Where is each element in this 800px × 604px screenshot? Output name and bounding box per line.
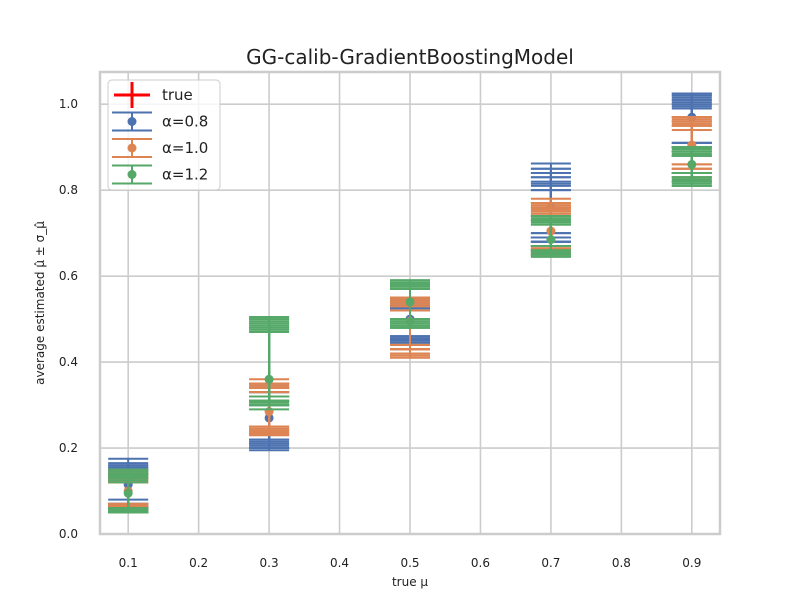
y-tick-label: 0.0 (59, 527, 78, 541)
y-tick-label: 1.0 (59, 97, 78, 111)
x-axis-label: true μ (392, 575, 428, 589)
plot-data (108, 92, 712, 514)
legend-label: α=0.8 (162, 113, 208, 131)
y-tick-label: 0.4 (59, 355, 78, 369)
x-tick-label: 0.7 (541, 556, 560, 570)
legend-label: true (162, 86, 193, 104)
legend-marker-point (127, 117, 137, 126)
y-tick-label: 0.6 (59, 269, 78, 283)
x-tick-label: 0.6 (471, 556, 490, 570)
legend-marker-point (127, 170, 137, 179)
x-tick-label: 0.2 (189, 556, 208, 570)
x-tick-label: 0.8 (612, 556, 631, 570)
tick-labels: 0.1 0.2 0.3 0.4 0.5 0.6 0.7 0.8 0.9 0.0 0.2 0.4 0.6 0… (59, 97, 701, 570)
y-tick-label: 0.8 (59, 183, 78, 197)
y-axis-label: average estimated μ̂ ± σ_μ̂ (33, 221, 47, 385)
mean-point (687, 159, 697, 169)
mean-point (546, 235, 556, 245)
mean-point (123, 488, 133, 498)
x-tick-label: 0.5 (400, 556, 419, 570)
plot-frame (98, 70, 722, 536)
x-tick-label: 0.9 (682, 556, 701, 570)
legend-marker-point (127, 143, 137, 153)
mean-point (264, 374, 274, 384)
chart-title: GG-calib-GradientBoostingModel (246, 45, 574, 69)
legend-entry: α=1.0 (112, 138, 208, 158)
legend-label: α=1.0 (162, 139, 208, 157)
series-alpha-1-2 (108, 146, 712, 514)
mean-point (405, 297, 415, 307)
legend: true α=0.8 α=1.0 α=1.2 (107, 79, 221, 191)
legend-entry: true (114, 82, 193, 108)
x-tick-label: 0.4 (330, 556, 349, 570)
legend-entry: α=1.2 (112, 164, 208, 185)
legend-box (107, 79, 221, 191)
legend-entry: α=0.8 (112, 111, 208, 132)
x-tick-label: 0.1 (119, 556, 138, 570)
x-tick-label: 0.3 (260, 556, 279, 570)
y-tick-label: 0.2 (59, 441, 78, 455)
legend-label: α=1.2 (162, 166, 208, 184)
